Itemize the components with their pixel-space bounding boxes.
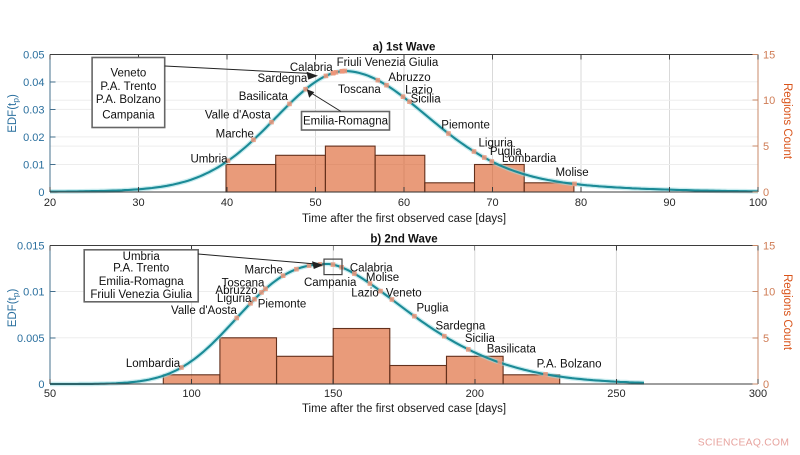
svg-text:Basilicata: Basilicata [239, 91, 289, 103]
svg-text:0.005: 0.005 [17, 333, 45, 345]
svg-text:Time after the first observed: Time after the first observed case [days… [302, 403, 506, 415]
svg-text:Sardegna: Sardegna [257, 73, 307, 85]
svg-text:70: 70 [486, 197, 498, 209]
svg-text:Emilia-Romagna: Emilia-Romagna [99, 276, 185, 288]
svg-text:EDF(tp): EDF(tp) [7, 289, 21, 328]
svg-text:15: 15 [763, 240, 775, 252]
svg-text:b) 2nd Wave: b) 2nd Wave [370, 233, 437, 245]
svg-text:0.01: 0.01 [23, 287, 44, 299]
svg-text:SCIENCEAQ.COM: SCIENCEAQ.COM [698, 438, 789, 449]
svg-text:Molise: Molise [555, 167, 588, 179]
svg-text:Campania: Campania [102, 110, 155, 122]
svg-text:50: 50 [44, 388, 56, 400]
svg-text:Toscana: Toscana [222, 278, 265, 290]
svg-text:50: 50 [309, 197, 321, 209]
svg-text:0.05: 0.05 [23, 49, 44, 61]
svg-text:Sicilia: Sicilia [465, 333, 496, 345]
svg-text:0.04: 0.04 [23, 77, 44, 89]
svg-text:Toscana: Toscana [338, 84, 381, 96]
svg-text:Valle d'Aosta: Valle d'Aosta [171, 305, 238, 317]
svg-text:100: 100 [749, 197, 767, 209]
svg-text:60: 60 [398, 197, 410, 209]
svg-text:Calabria: Calabria [350, 263, 393, 275]
svg-text:90: 90 [663, 197, 675, 209]
svg-text:Umbria: Umbria [190, 154, 228, 166]
svg-text:80: 80 [575, 197, 587, 209]
svg-text:Veneto: Veneto [386, 287, 422, 299]
svg-text:150: 150 [324, 388, 342, 400]
svg-text:P.A. Bolzano: P.A. Bolzano [537, 358, 602, 370]
svg-text:0.01: 0.01 [23, 160, 44, 172]
svg-text:Marche: Marche [245, 264, 283, 276]
svg-text:Veneto: Veneto [110, 68, 146, 80]
svg-text:P.A. Bolzano: P.A. Bolzano [96, 94, 161, 106]
svg-text:Regions Count: Regions Count [781, 83, 793, 160]
svg-text:5: 5 [763, 141, 769, 153]
svg-text:Calabria: Calabria [290, 62, 333, 74]
svg-text:0.03: 0.03 [23, 104, 44, 116]
svg-text:Piemonte: Piemonte [258, 298, 307, 310]
svg-text:Friuli Venezia Giulia: Friuli Venezia Giulia [337, 57, 439, 69]
svg-text:Liguria: Liguria [217, 293, 252, 305]
svg-text:40: 40 [221, 197, 233, 209]
svg-text:Basilicata: Basilicata [487, 344, 537, 356]
svg-text:Lazio: Lazio [405, 84, 433, 96]
svg-text:Lombardia: Lombardia [126, 358, 181, 370]
svg-text:Abruzzo: Abruzzo [215, 285, 257, 297]
svg-text:Puglia: Puglia [490, 146, 523, 158]
svg-text:0: 0 [38, 379, 44, 391]
svg-text:250: 250 [607, 388, 625, 400]
svg-text:10: 10 [763, 287, 775, 299]
svg-text:P.A. Trento: P.A. Trento [113, 263, 169, 275]
svg-text:P.A. Trento: P.A. Trento [100, 81, 156, 93]
svg-text:Valle d'Aosta: Valle d'Aosta [205, 110, 272, 122]
svg-text:Sicilia: Sicilia [411, 94, 442, 106]
svg-text:Lombardia: Lombardia [502, 153, 557, 165]
svg-text:200: 200 [466, 388, 484, 400]
svg-text:Sardegna: Sardegna [435, 320, 485, 332]
svg-text:10: 10 [763, 95, 775, 107]
svg-text:100: 100 [182, 388, 200, 400]
svg-text:Abruzzo: Abruzzo [388, 72, 430, 84]
svg-text:Campania: Campania [304, 277, 357, 289]
svg-text:Regions Count: Regions Count [781, 274, 793, 351]
svg-text:Piemonte: Piemonte [441, 119, 490, 131]
svg-text:Puglia: Puglia [417, 303, 450, 315]
svg-text:a) 1st Wave: a) 1st Wave [373, 41, 436, 53]
svg-text:0: 0 [38, 187, 44, 199]
svg-text:0.015: 0.015 [17, 240, 45, 252]
svg-text:Time after the first observed: Time after the first observed case [days… [302, 213, 506, 225]
svg-text:Friuli Venezia Giulia: Friuli Venezia Giulia [90, 289, 192, 301]
svg-text:20: 20 [44, 197, 56, 209]
svg-text:Umbria: Umbria [123, 251, 161, 263]
svg-text:Molise: Molise [366, 272, 399, 284]
svg-text:Emilia-Romagna: Emilia-Romagna [303, 116, 389, 128]
svg-text:0.02: 0.02 [23, 132, 44, 144]
svg-text:0: 0 [763, 187, 769, 199]
svg-text:5: 5 [763, 333, 769, 345]
svg-text:Lazio: Lazio [351, 287, 379, 299]
svg-text:15: 15 [763, 49, 775, 61]
svg-text:0: 0 [763, 379, 769, 391]
svg-text:EDF(tp): EDF(tp) [7, 94, 21, 133]
svg-text:Liguria: Liguria [479, 138, 514, 150]
svg-text:Marche: Marche [216, 128, 254, 140]
svg-text:300: 300 [749, 388, 767, 400]
svg-text:30: 30 [132, 197, 144, 209]
